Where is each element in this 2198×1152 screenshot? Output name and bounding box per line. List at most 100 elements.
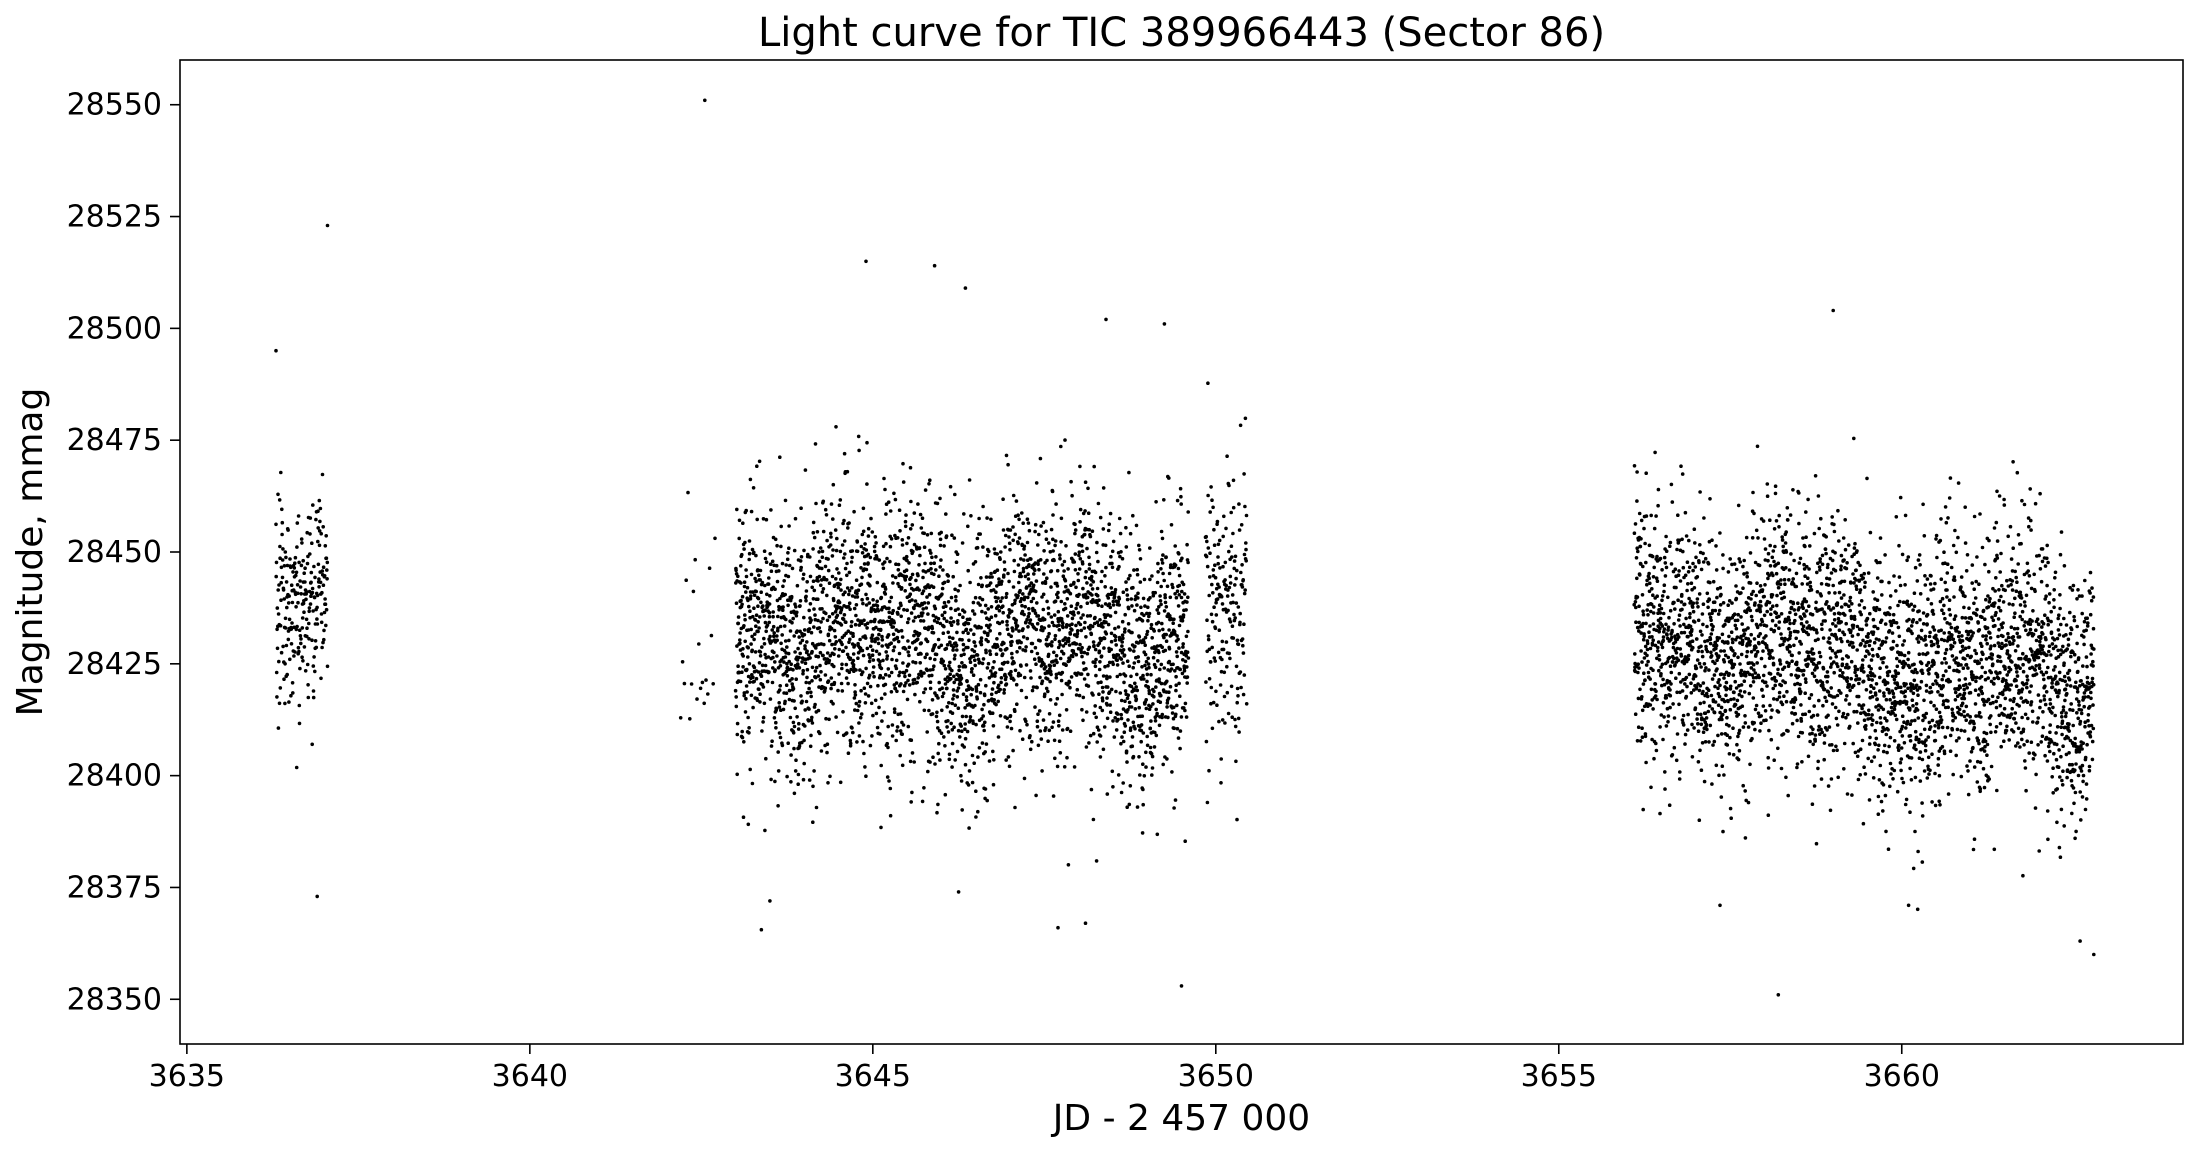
data-point <box>1092 643 1096 648</box>
data-point <box>971 721 975 726</box>
data-point <box>1167 628 1171 632</box>
data-point <box>1109 639 1114 644</box>
data-point <box>1696 760 1701 764</box>
data-point <box>847 592 851 597</box>
data-point <box>1057 639 1062 644</box>
data-point <box>1676 573 1681 577</box>
data-point <box>952 725 956 729</box>
data-point <box>1824 699 1829 703</box>
data-point <box>323 602 328 606</box>
data-point <box>1682 630 1687 635</box>
data-point <box>294 573 298 578</box>
data-point <box>1109 647 1113 652</box>
data-point <box>868 655 872 660</box>
data-point <box>1027 583 1032 588</box>
data-point <box>1707 597 1712 602</box>
data-point <box>804 699 809 704</box>
data-point <box>942 580 947 585</box>
data-point <box>867 653 871 657</box>
data-point <box>1700 654 1705 659</box>
data-point <box>1065 726 1070 731</box>
data-point <box>1782 665 1787 670</box>
data-point <box>1207 677 1212 681</box>
data-point <box>860 597 864 602</box>
data-point <box>896 562 901 567</box>
data-point <box>868 644 873 649</box>
data-point <box>929 561 933 566</box>
data-point <box>1128 573 1132 578</box>
data-point <box>1123 724 1128 728</box>
data-point <box>777 688 782 692</box>
data-point <box>891 608 895 613</box>
data-point <box>923 561 927 566</box>
data-point <box>1645 582 1649 587</box>
data-point <box>1230 624 1235 628</box>
data-point <box>803 644 807 648</box>
data-point <box>1785 506 1790 510</box>
data-point <box>1093 615 1097 620</box>
data-point <box>985 666 990 670</box>
data-point <box>307 637 311 641</box>
data-point <box>1825 680 1829 684</box>
data-point <box>863 692 868 696</box>
data-point <box>936 637 941 642</box>
data-point <box>775 634 779 638</box>
data-point <box>1680 718 1685 722</box>
data-point <box>871 598 875 602</box>
data-point <box>888 813 893 818</box>
data-point <box>1713 608 1718 613</box>
data-point <box>1743 789 1747 793</box>
data-point <box>323 544 328 548</box>
data-point <box>849 624 854 628</box>
data-point <box>950 533 954 537</box>
data-point <box>867 601 872 605</box>
data-point <box>1020 511 1024 515</box>
data-point <box>852 606 857 611</box>
data-point <box>1654 514 1658 518</box>
data-point <box>801 572 806 577</box>
data-point <box>1818 557 1822 561</box>
data-point <box>823 686 828 690</box>
data-point <box>1733 623 1738 628</box>
data-point <box>1811 742 1815 747</box>
data-point <box>950 668 954 673</box>
data-point <box>753 650 758 654</box>
data-point <box>1797 491 1801 495</box>
data-point <box>1180 589 1184 594</box>
data-point <box>1799 719 1804 723</box>
data-point <box>1134 685 1138 689</box>
data-point <box>827 614 832 619</box>
data-point <box>1038 639 1042 643</box>
data-point <box>1223 560 1228 565</box>
data-point <box>954 560 959 564</box>
data-point <box>892 710 897 715</box>
data-point <box>922 601 927 605</box>
data-point <box>881 658 885 663</box>
data-point <box>844 676 849 680</box>
data-point <box>1817 698 1821 703</box>
data-point <box>283 662 287 666</box>
data-point <box>1061 644 1066 648</box>
data-point <box>1023 648 1028 653</box>
data-point <box>1717 694 1722 699</box>
data-point <box>748 615 752 620</box>
data-point <box>1037 709 1042 713</box>
data-point <box>1127 802 1132 807</box>
data-point <box>809 690 813 695</box>
data-point <box>1006 615 1011 619</box>
data-point <box>1680 472 1685 476</box>
data-point <box>794 677 798 681</box>
data-point <box>1114 728 1119 732</box>
data-point <box>1023 574 1028 579</box>
data-point <box>1116 653 1121 657</box>
data-point <box>1762 613 1767 618</box>
data-point <box>1206 381 1210 386</box>
data-point <box>1751 662 1756 667</box>
data-point <box>933 606 938 611</box>
data-point <box>1032 572 1036 576</box>
data-point <box>1070 493 1074 498</box>
data-point <box>756 596 761 601</box>
data-point <box>1804 609 1809 613</box>
data-point <box>1026 614 1031 619</box>
data-point <box>1104 620 1108 624</box>
